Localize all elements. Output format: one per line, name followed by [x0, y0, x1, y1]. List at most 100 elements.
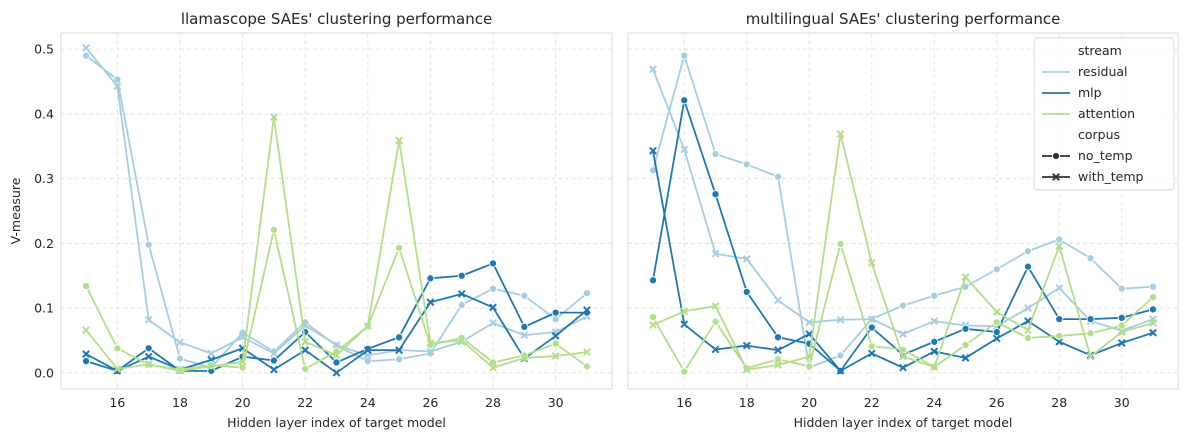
y-tick-labels: 0.0 0.1 0.2 0.3 0.4 0.5: [34, 42, 54, 381]
legend-label-attention: attention: [1078, 106, 1135, 121]
point-residual-no_temp: [1117, 284, 1126, 293]
series-attention-with_temp: [82, 113, 591, 375]
point-mlp-no_temp: [1148, 305, 1158, 314]
point-mlp-no_temp: [457, 271, 466, 280]
point-attention-with_temp: [144, 360, 153, 369]
point-attention-no_temp: [1117, 321, 1126, 330]
point-residual-with_temp: [426, 347, 435, 356]
x-tick-label: 26: [989, 395, 1005, 410]
x-tick-label: 20: [235, 395, 251, 410]
point-mlp-with_temp: [680, 320, 689, 329]
point-attention-with_temp: [1149, 319, 1157, 327]
point-mlp-no_temp: [395, 333, 404, 342]
point-residual-no_temp: [1055, 235, 1064, 244]
point-attention-with_temp: [867, 258, 876, 267]
point-mlp-with_temp: [1055, 337, 1064, 346]
point-residual-no_temp: [1148, 282, 1158, 291]
point-residual-no_temp: [175, 354, 185, 363]
legend-box: [1033, 37, 1175, 191]
series-group: [648, 51, 1158, 376]
point-residual-with_temp: [711, 249, 720, 258]
plot-area: [60, 32, 613, 390]
point-residual-with_temp: [867, 315, 876, 324]
point-mlp-with_temp: [1149, 328, 1157, 337]
point-attention-no_temp: [992, 318, 1001, 327]
point-mlp-no_temp: [269, 356, 278, 365]
point-residual-with_temp: [332, 341, 341, 349]
point-attention-with_temp: [426, 339, 435, 347]
point-residual-with_temp: [176, 338, 184, 347]
point-mlp-no_temp: [551, 308, 560, 317]
x-tick-labels: 16 18 20 22 24 26 28 30: [676, 395, 1129, 410]
point-residual-no_temp: [144, 240, 153, 249]
legend-label-with_temp: with_temp: [1078, 169, 1144, 184]
point-residual-with_temp: [269, 349, 278, 358]
point-attention-with_temp: [680, 307, 689, 316]
point-mlp-with_temp: [301, 346, 310, 355]
point-mlp-no_temp: [680, 96, 689, 105]
y-axis-label: V-measure: [8, 177, 23, 244]
chart-title: llamascope SAEs' clustering performance: [181, 10, 492, 28]
point-attention-with_temp: [269, 113, 278, 122]
legend-label-no_temp: no_temp: [1078, 148, 1133, 163]
point-mlp-no_temp: [1055, 315, 1064, 324]
point-attention-with_temp: [961, 273, 970, 281]
point-residual-with_temp: [805, 318, 814, 327]
point-mlp-no_temp: [144, 344, 153, 353]
point-attention-no_temp: [711, 317, 720, 326]
panel-2: 16 18 20 22 24 26 28 30 multilingual SAEs' clust…: [627, 10, 1179, 430]
legend-title-stream: stream: [1078, 43, 1122, 58]
point-residual-no_temp: [1023, 247, 1033, 256]
point-residual-with_temp: [836, 315, 845, 324]
point-mlp-with_temp: [426, 298, 435, 307]
point-mlp-with_temp: [774, 346, 782, 355]
point-mlp-with_temp: [899, 363, 907, 372]
point-mlp-with_temp: [711, 345, 720, 354]
point-mlp-no_temp: [520, 322, 529, 331]
point-attention-with_temp: [583, 348, 591, 357]
point-mlp-no_temp: [961, 324, 970, 333]
point-mlp-with_temp: [961, 354, 970, 362]
point-attention-with_temp: [332, 351, 341, 360]
point-attention-with_temp: [520, 354, 529, 362]
point-attention-with_temp: [711, 302, 720, 311]
point-attention-no_temp: [773, 355, 783, 364]
point-attention-with_temp: [238, 357, 247, 366]
legend: stream residual mlp attention corpus no_tempw…: [1033, 37, 1175, 191]
point-mlp-no_temp: [1117, 313, 1126, 322]
legend-label-mlp: mlp: [1078, 85, 1102, 100]
x-tick-label: 16: [676, 395, 692, 410]
point-mlp-no_temp: [426, 274, 435, 283]
point-residual-no_temp: [836, 351, 845, 360]
x-tick-label: 18: [739, 395, 755, 410]
point-attention-no_temp: [395, 243, 404, 252]
point-mlp-with_temp: [332, 368, 341, 377]
point-attention-with_temp: [395, 136, 404, 145]
point-attention-with_temp: [82, 326, 90, 335]
point-mlp-no_temp: [742, 287, 751, 296]
point-attention-no_temp: [113, 344, 122, 353]
point-residual-no_temp: [81, 51, 91, 60]
point-residual-no_temp: [363, 357, 372, 366]
point-attention-with_temp: [551, 352, 560, 360]
point-residual-no_temp: [742, 160, 751, 169]
point-attention-no_temp: [81, 282, 91, 291]
point-attention-with_temp: [805, 352, 814, 361]
point-attention-with_temp: [363, 322, 372, 331]
legend-label-residual: residual: [1078, 64, 1128, 79]
point-attention-no_temp: [551, 339, 560, 348]
y-tick-label: 0.3: [34, 171, 54, 186]
point-mlp-with_temp: [82, 350, 90, 358]
chart-title: multilingual SAEs' clustering performanc…: [746, 10, 1061, 28]
point-attention-with_temp: [1086, 352, 1095, 361]
point-mlp-no_temp: [81, 357, 91, 366]
point-mlp-no_temp: [930, 337, 939, 346]
point-residual-no_temp: [680, 51, 689, 60]
point-mlp-with_temp: [742, 341, 751, 350]
point-attention-with_temp: [992, 308, 1001, 316]
point-mlp-with_temp: [551, 332, 560, 340]
point-residual-no_temp: [1086, 254, 1095, 263]
series-group: [81, 43, 592, 377]
x-tick-label: 24: [926, 395, 942, 410]
